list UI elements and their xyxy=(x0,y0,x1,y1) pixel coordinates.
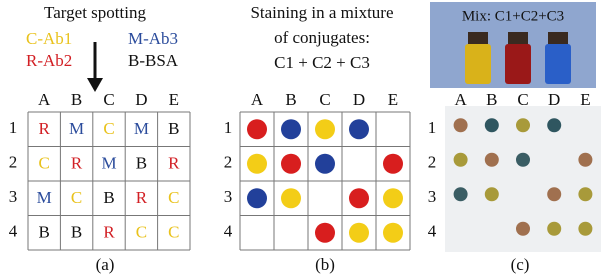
cell-letter: B xyxy=(103,188,114,207)
dot xyxy=(349,223,369,243)
cell-letter: C xyxy=(168,223,179,242)
arrow-head xyxy=(87,78,103,92)
row-label: 3 xyxy=(9,187,18,206)
row-label: 1 xyxy=(428,118,437,137)
column-label: E xyxy=(388,90,398,109)
row-label: 4 xyxy=(9,222,18,241)
cell-letter: C xyxy=(136,223,147,242)
spot xyxy=(454,187,468,201)
cell-letter: M xyxy=(69,119,84,138)
panel-b-title: Staining in a mixture xyxy=(250,3,393,22)
column-label: D xyxy=(548,90,560,109)
vial xyxy=(465,44,491,84)
dot xyxy=(315,119,335,139)
cell-letter: B xyxy=(39,223,50,242)
dot xyxy=(247,188,267,208)
dot xyxy=(281,188,301,208)
spot xyxy=(516,153,530,167)
cell-letter: R xyxy=(103,223,115,242)
cell-letter: C xyxy=(39,154,50,173)
spot xyxy=(547,118,561,132)
row-label: 2 xyxy=(9,153,18,172)
spot xyxy=(578,153,592,167)
caption: (a) xyxy=(96,255,115,274)
cell-letter: R xyxy=(136,188,148,207)
dot xyxy=(349,119,369,139)
row-label: 2 xyxy=(428,153,437,172)
row-label: 2 xyxy=(224,153,233,172)
dot xyxy=(281,154,301,174)
dot xyxy=(315,223,335,243)
row-label: 1 xyxy=(224,118,233,137)
column-label: D xyxy=(353,90,365,109)
column-label: E xyxy=(169,90,179,109)
legend-label: B-BSA xyxy=(128,51,179,70)
dot xyxy=(247,119,267,139)
column-label: A xyxy=(38,90,51,109)
cell-letter: C xyxy=(71,188,82,207)
spot xyxy=(547,222,561,236)
panel-a-title: Target spotting xyxy=(44,3,146,22)
row-label: 4 xyxy=(224,222,233,241)
spot xyxy=(454,118,468,132)
cell-letter: M xyxy=(134,119,149,138)
cell-letter: C xyxy=(103,119,114,138)
row-label: 3 xyxy=(428,187,437,206)
vial xyxy=(505,44,531,84)
cell-letter: M xyxy=(101,154,116,173)
column-label: B xyxy=(71,90,82,109)
cell-letter: R xyxy=(168,154,180,173)
spot xyxy=(516,222,530,236)
column-label: C xyxy=(319,90,330,109)
spot xyxy=(485,153,499,167)
row-label: 1 xyxy=(9,118,18,137)
row-label: 3 xyxy=(224,187,233,206)
column-label: C xyxy=(103,90,114,109)
spot xyxy=(578,222,592,236)
column-label: C xyxy=(517,90,528,109)
dot xyxy=(349,188,369,208)
photo-label: Mix: C1+C2+C3 xyxy=(462,8,564,24)
vial-cap xyxy=(508,32,528,44)
caption: (b) xyxy=(315,255,335,274)
column-label: A xyxy=(454,90,467,109)
spot xyxy=(547,187,561,201)
cell-letter: R xyxy=(39,119,51,138)
vial xyxy=(545,44,571,84)
vial-cap xyxy=(468,32,488,44)
panel-b-title: of conjugates: xyxy=(274,28,370,47)
row-label: 4 xyxy=(428,222,437,241)
cell-letter: C xyxy=(168,188,179,207)
figure: Target spotting (a) (b) (c) Mix: C1+C2+C… xyxy=(0,0,603,274)
dot xyxy=(383,188,403,208)
column-label: A xyxy=(251,90,264,109)
column-label: E xyxy=(580,90,590,109)
dot xyxy=(315,154,335,174)
cell-letter: R xyxy=(71,154,83,173)
legend-label: R-Ab2 xyxy=(26,51,72,70)
spot xyxy=(485,118,499,132)
column-label: B xyxy=(486,90,497,109)
dot xyxy=(383,223,403,243)
column-label: B xyxy=(285,90,296,109)
cell-letter: B xyxy=(168,119,179,138)
cell-letter: B xyxy=(136,154,147,173)
legend-label: C-Ab1 xyxy=(26,29,72,48)
legend-label: M-Ab3 xyxy=(128,29,178,48)
column-label: D xyxy=(135,90,147,109)
spot xyxy=(578,187,592,201)
dot xyxy=(383,154,403,174)
caption: (c) xyxy=(511,255,530,274)
spot xyxy=(516,118,530,132)
panel-b-title: C1 + C2 + C3 xyxy=(274,53,370,72)
cell-letter: B xyxy=(71,223,82,242)
spot xyxy=(454,153,468,167)
cell-letter: M xyxy=(37,188,52,207)
dot xyxy=(281,119,301,139)
spot xyxy=(485,187,499,201)
dot xyxy=(247,154,267,174)
vial-cap xyxy=(548,32,568,44)
